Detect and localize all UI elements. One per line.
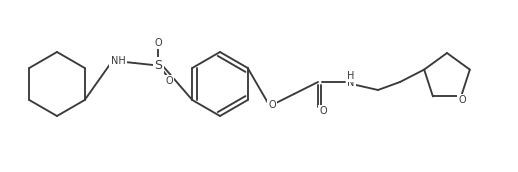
- Text: H: H: [347, 71, 355, 81]
- Text: S: S: [154, 58, 162, 72]
- Text: O: O: [458, 95, 466, 105]
- Text: O: O: [165, 76, 173, 86]
- Text: O: O: [268, 100, 276, 110]
- Text: O: O: [319, 106, 327, 116]
- Text: N: N: [347, 78, 355, 88]
- Text: O: O: [154, 38, 162, 48]
- Text: NH: NH: [111, 56, 125, 66]
